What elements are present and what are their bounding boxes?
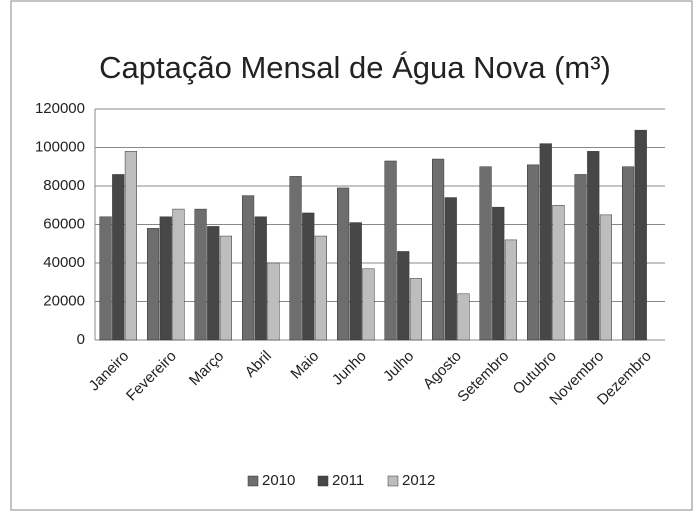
bar bbox=[219, 235, 232, 341]
bar bbox=[479, 166, 492, 341]
y-tick-label: 80000 bbox=[43, 177, 85, 194]
bar bbox=[207, 226, 220, 341]
bar bbox=[242, 195, 255, 341]
y-tick-label: 40000 bbox=[43, 254, 85, 271]
y-tick-label: 100000 bbox=[35, 138, 85, 155]
y-tick-label: 120000 bbox=[35, 100, 85, 117]
bar bbox=[99, 216, 112, 341]
legend-label: 2011 bbox=[332, 472, 364, 489]
bar bbox=[552, 205, 565, 341]
bar bbox=[337, 187, 350, 341]
bar bbox=[527, 164, 540, 341]
legend-swatch bbox=[247, 475, 259, 487]
legend-label: 2012 bbox=[402, 472, 435, 489]
bar bbox=[362, 268, 375, 341]
bar bbox=[539, 143, 552, 341]
y-tick-label: 0 bbox=[77, 331, 85, 348]
bar bbox=[492, 206, 505, 341]
bar bbox=[574, 174, 587, 341]
y-tick-label: 60000 bbox=[43, 215, 85, 232]
bar bbox=[289, 176, 302, 341]
bar bbox=[349, 222, 362, 341]
bar bbox=[409, 278, 423, 341]
bar bbox=[622, 166, 635, 341]
bar bbox=[267, 262, 280, 341]
bar bbox=[599, 214, 612, 341]
bar bbox=[634, 129, 647, 341]
bar bbox=[314, 235, 328, 341]
bar bbox=[112, 174, 125, 341]
bar bbox=[457, 293, 470, 341]
bar bbox=[397, 251, 410, 341]
bar bbox=[124, 151, 138, 341]
legend-swatch bbox=[387, 475, 399, 487]
bar bbox=[444, 197, 457, 341]
bar bbox=[254, 216, 267, 341]
bar bbox=[587, 151, 600, 341]
bar bbox=[159, 216, 172, 341]
chart-title: Captação Mensal de Água Nova (m³) bbox=[99, 50, 611, 85]
bar bbox=[194, 208, 207, 341]
bar bbox=[302, 212, 315, 341]
bar bbox=[384, 160, 397, 341]
y-tick-label: 20000 bbox=[43, 292, 85, 309]
bar bbox=[172, 208, 185, 341]
legend-label: 2010 bbox=[262, 472, 295, 489]
bar bbox=[147, 228, 160, 341]
bar bbox=[432, 158, 445, 341]
bar bbox=[504, 239, 518, 341]
legend-swatch bbox=[317, 475, 329, 487]
